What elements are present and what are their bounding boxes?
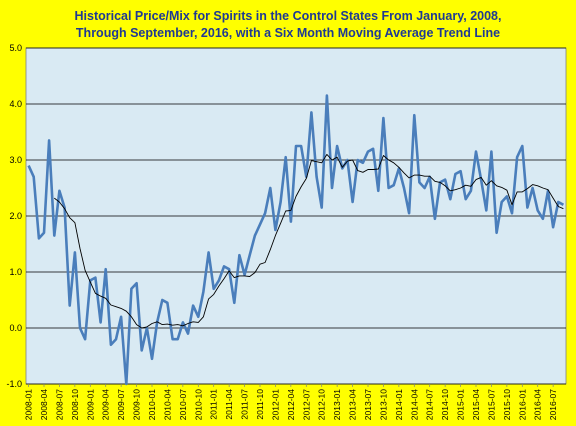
x-tick-label: 2010-04 xyxy=(162,389,172,420)
chart-title-line-1: Historical Price/Mix for Spirits in the … xyxy=(74,9,502,23)
y-tick-label: 2.0 xyxy=(9,211,22,221)
x-tick-label: 2012-01 xyxy=(270,389,280,420)
x-tick-label: 2014-10 xyxy=(440,389,450,420)
x-tick-label: 2009-01 xyxy=(85,389,95,420)
y-tick-label: 3.0 xyxy=(9,155,22,165)
x-tick-label: 2016-04 xyxy=(533,389,543,420)
y-tick-label: 0.0 xyxy=(9,323,22,333)
x-tick-label: 2009-07 xyxy=(116,389,126,420)
moving-average-trend-line xyxy=(54,153,564,329)
x-tick-label: 2016-01 xyxy=(517,389,527,420)
x-tick-label: 2014-01 xyxy=(394,389,404,420)
x-tick-label: 2011-07 xyxy=(240,389,250,420)
y-tick-label: 5.0 xyxy=(9,43,22,53)
x-tick-label: 2013-10 xyxy=(378,389,388,420)
x-tick-label: 2010-10 xyxy=(193,389,203,420)
monthly-series-line xyxy=(27,94,565,386)
x-tick-label: 2008-04 xyxy=(39,389,49,420)
x-tick-label: 2015-07 xyxy=(486,389,496,420)
x-tick-label: 2012-10 xyxy=(317,389,327,420)
x-tick-label: 2015-10 xyxy=(502,389,512,420)
x-tick-label: 2012-07 xyxy=(301,389,311,420)
x-tick-label: 2011-01 xyxy=(209,389,219,420)
x-tick-label: 2012-04 xyxy=(286,389,296,420)
x-tick-label: 2009-04 xyxy=(101,389,111,420)
x-tick-label: 2011-10 xyxy=(255,389,265,420)
x-tick-label: 2008-07 xyxy=(54,389,64,420)
x-tick-label: 2011-04 xyxy=(224,389,234,420)
x-tick-label: 2016-07 xyxy=(548,389,558,420)
x-tick-label: 2008-01 xyxy=(24,389,34,420)
x-tick-label: 2010-01 xyxy=(147,389,157,420)
x-tick-label: 2013-07 xyxy=(363,389,373,420)
x-tick-label: 2010-07 xyxy=(178,389,188,420)
x-tick-label: 2015-01 xyxy=(456,389,466,420)
y-tick-label: -1.0 xyxy=(6,379,22,389)
x-tick-label: 2013-01 xyxy=(332,389,342,420)
chart-title-line-2: Through September, 2016, with a Six Mont… xyxy=(75,26,501,40)
x-tick-label: 2013-04 xyxy=(348,389,358,420)
x-tick-label: 2009-10 xyxy=(132,389,142,420)
x-tick-label: 2015-04 xyxy=(471,389,481,420)
y-tick-label: 4.0 xyxy=(9,99,22,109)
x-tick-label: 2014-07 xyxy=(425,389,435,420)
y-tick-label: 1.0 xyxy=(9,267,22,277)
x-tick-label: 2014-04 xyxy=(409,389,419,420)
x-tick-label: 2008-10 xyxy=(70,389,80,420)
